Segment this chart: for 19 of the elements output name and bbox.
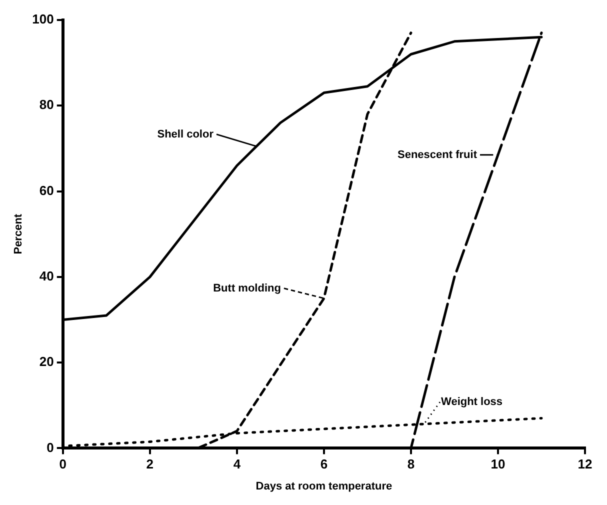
x-tick-label: 0: [59, 456, 67, 472]
y-tick-label: 100: [32, 12, 54, 27]
x-tick-label: 12: [578, 456, 592, 472]
legend-label: Butt molding: [213, 282, 281, 294]
x-tick-label: 10: [490, 456, 506, 472]
x-tick-label: 4: [233, 456, 242, 472]
y-tick-label: 20: [39, 354, 54, 370]
x-axis-title: Days at room temperature: [256, 480, 392, 492]
y-tick-label: 40: [39, 268, 54, 284]
series-label: Weight loss: [441, 396, 503, 408]
y-tick-label: 0: [46, 440, 54, 455]
y-tick-label: 60: [39, 182, 54, 198]
y-axis-title: Percent: [12, 214, 25, 254]
x-tick-label: 8: [407, 456, 415, 472]
x-tick-label: 6: [320, 456, 328, 472]
x-tick-label: 2: [146, 456, 154, 472]
legend-label: Shell color: [157, 128, 214, 140]
legend-label: Senescent fruit: [398, 148, 478, 161]
y-tick-label: 80: [39, 97, 54, 112]
